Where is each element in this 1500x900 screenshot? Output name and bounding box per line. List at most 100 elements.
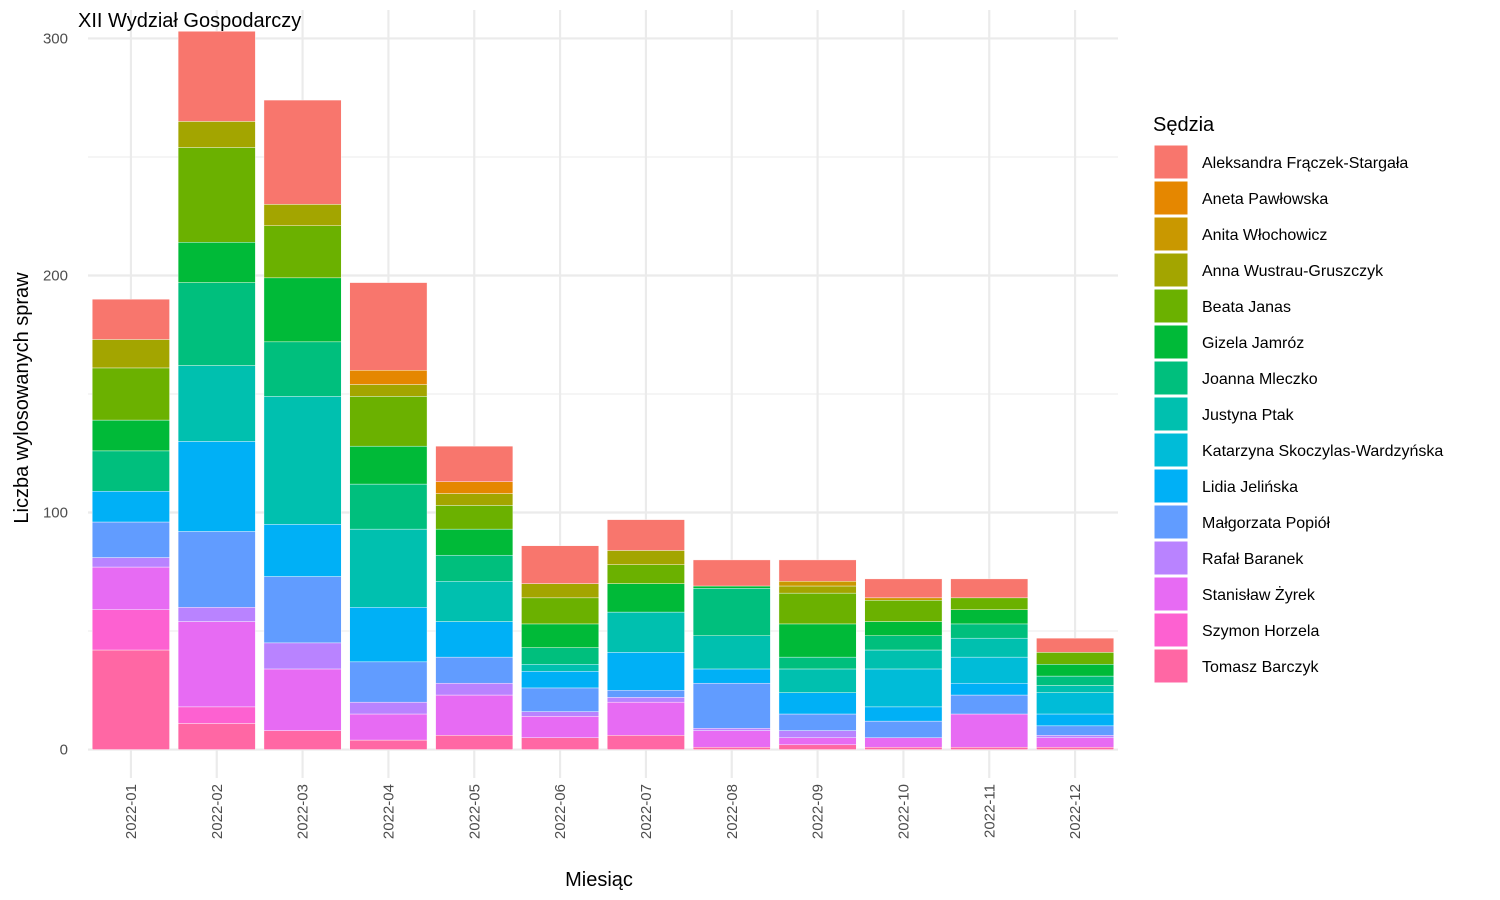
- bar-segment: [349, 483, 428, 530]
- bar-segment: [864, 706, 943, 722]
- bar-segment: [349, 384, 428, 397]
- bar-segment: [92, 521, 170, 558]
- x-tick-label: 2022-08: [724, 784, 741, 839]
- bar-segment: [950, 597, 1029, 610]
- bar-segment: [435, 735, 514, 750]
- legend-key: [1153, 360, 1189, 396]
- bar-segment: [521, 623, 599, 648]
- bar-segment: [349, 396, 428, 447]
- bar-segment: [692, 730, 771, 748]
- bar-segment: [521, 597, 599, 625]
- bar-segment: [864, 600, 943, 622]
- bar-segment: [435, 656, 514, 684]
- legend-label: Małgorzata Popiół: [1202, 515, 1331, 532]
- legend-label: Joanna Mleczko: [1202, 371, 1318, 388]
- bar-segment: [778, 668, 857, 693]
- x-tick-label: 2022-10: [895, 784, 912, 839]
- bar-segment: [92, 367, 170, 421]
- bar-segment: [92, 339, 170, 369]
- legend-label: Beata Janas: [1202, 299, 1291, 316]
- legend-label: Lidia Jelińska: [1202, 479, 1298, 496]
- legend-label: Gizela Jamróz: [1202, 335, 1304, 352]
- bar-segment: [263, 225, 342, 279]
- bar-segment: [607, 519, 685, 551]
- bar-segment: [177, 242, 256, 283]
- bar-segment: [177, 147, 256, 243]
- bar-segment: [950, 609, 1029, 625]
- legend-key: [1153, 324, 1189, 360]
- bar-segment: [349, 713, 428, 741]
- bar-segment: [778, 737, 857, 746]
- bar-segment: [435, 445, 514, 482]
- bar-segment: [92, 419, 170, 452]
- bar-segment: [1036, 737, 1114, 748]
- bar-segment: [263, 204, 342, 226]
- bar-segment: [607, 690, 685, 698]
- bar-segment: [1036, 675, 1114, 686]
- bar-segment: [950, 656, 1029, 684]
- y-tick-label: 200: [43, 267, 68, 284]
- bar-segment: [521, 545, 599, 584]
- bar-segment: [435, 581, 514, 622]
- bars-layer: [92, 31, 1114, 750]
- legend-key: [1153, 648, 1189, 684]
- bar-segment: [607, 564, 685, 584]
- y-tick-label: 0: [60, 742, 68, 759]
- bar-segment: [778, 581, 857, 587]
- bar-segment: [177, 365, 256, 442]
- legend-key: [1153, 288, 1189, 324]
- bar-segment: [607, 550, 685, 565]
- bar-segment: [864, 621, 943, 636]
- bar-segment: [177, 723, 256, 750]
- bar-segment: [950, 578, 1029, 599]
- bar-segment: [692, 559, 771, 587]
- bar-segment: [177, 121, 256, 148]
- bar-segment: [263, 99, 342, 205]
- bar-segment: [692, 668, 771, 684]
- bar-segment: [349, 661, 428, 703]
- bar-segment: [692, 728, 771, 731]
- bar-segment: [607, 611, 685, 653]
- bar-segment: [177, 282, 256, 366]
- y-tick-label: 100: [43, 505, 68, 522]
- x-tick-label: 2022-03: [295, 784, 312, 839]
- bar-segment: [1036, 637, 1114, 653]
- bar-segment: [92, 450, 170, 492]
- x-tick-label: 2022-09: [810, 784, 827, 839]
- legend-key: [1153, 144, 1189, 180]
- bar-segment: [1036, 664, 1114, 677]
- bar-segment: [1036, 652, 1114, 665]
- bar-segment: [778, 730, 857, 738]
- x-tick-label: 2022-12: [1067, 784, 1084, 839]
- bar-segment: [263, 642, 342, 670]
- x-axis-title: Miesiąc: [565, 869, 633, 891]
- bar-segment: [263, 277, 342, 343]
- bar-segment: [521, 687, 599, 712]
- bar-segment: [950, 713, 1029, 748]
- legend-label: Aneta Pawłowska: [1202, 191, 1328, 208]
- bar-segment: [778, 592, 857, 625]
- legend-label: Anna Wustrau-Gruszczyk: [1202, 263, 1384, 280]
- bar-segment: [864, 720, 943, 738]
- x-tick-label: 2022-07: [638, 784, 655, 839]
- bar-segment: [177, 706, 256, 724]
- bar-segment: [1036, 685, 1114, 693]
- bar-segment: [435, 694, 514, 736]
- bar-segment: [607, 735, 685, 750]
- legend-key: [1153, 216, 1189, 252]
- y-tick-labels: 0 100 200 300: [43, 30, 68, 758]
- legend: Sędzia Aleksandra Frączek-Stargała Aneta …: [1153, 114, 1443, 684]
- y-tick-label: 300: [43, 30, 68, 47]
- x-tick-label: 2022-05: [466, 784, 483, 839]
- y-axis-title: Liczba wylosowanych spraw: [11, 272, 33, 524]
- bar-segment: [607, 697, 685, 703]
- bar-segment: [692, 585, 771, 589]
- bar-segment: [435, 621, 514, 658]
- bar-segment: [263, 396, 342, 525]
- legend-key: [1153, 576, 1189, 612]
- bar-segment: [950, 694, 1029, 715]
- x-tick-label: 2022-11: [981, 784, 998, 838]
- bar-segment: [349, 701, 428, 715]
- bar-segment: [521, 711, 599, 717]
